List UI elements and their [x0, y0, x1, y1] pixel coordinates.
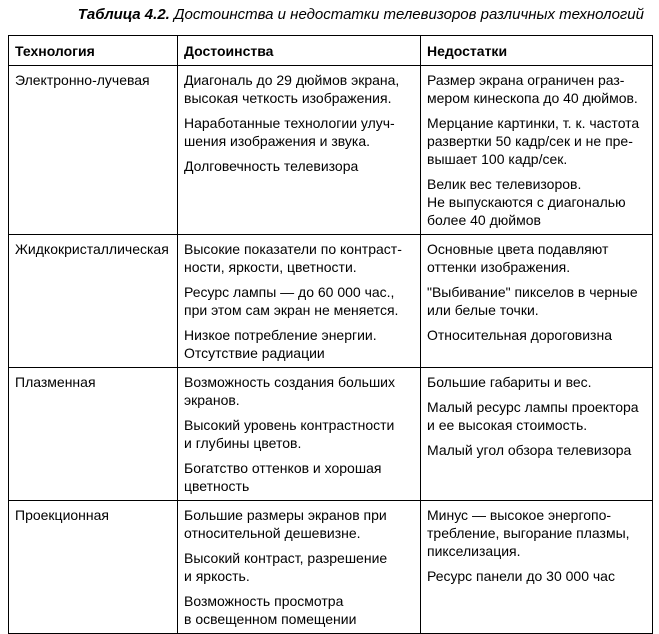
- disadvantages-cell: Большие габариты и вес. Малый ресурс ламп…: [420, 367, 653, 501]
- cell-paragraph: Низкое потребление энергии. Отсутствие р…: [184, 327, 377, 361]
- table-row: Электронно-лучевая Диагональ до 29 дюймов…: [8, 65, 653, 235]
- cell-paragraph: Большие размеры экранов при относительно…: [184, 507, 387, 541]
- cell-paragraph: Высокий уровень контрастности и глубины …: [184, 417, 395, 451]
- technology-cell: Плазменная: [8, 367, 178, 501]
- table-caption-label: Таблица 4.2.: [77, 6, 170, 23]
- cell-paragraph: Диагональ до 29 дюймов экрана, высокая ч…: [184, 72, 400, 106]
- cell-paragraph: Большие габариты и вес.: [427, 374, 592, 390]
- cell-paragraph: Высокий контраст, разрешение и яркость.: [184, 550, 388, 584]
- cell-paragraph: "Выбивание" пикселов в черные или белые …: [427, 284, 638, 318]
- table-row: Проекционная Большие размеры экранов при …: [8, 500, 653, 634]
- cell-paragraph: Малый угол обзора телевизора: [427, 442, 632, 458]
- cell-paragraph: Велик вес телевизоров. Не выпускаются с …: [427, 176, 626, 228]
- cell-paragraph: Размер экрана ограничен раз- мером кинес…: [427, 72, 638, 106]
- tv-technology-comparison-table: Технология Достоинства Недостатки Электр…: [8, 35, 653, 634]
- header-row: Технология Достоинства Недостатки: [8, 35, 653, 66]
- table-caption: Таблица 4.2. Достоинства и недостатки те…: [8, 6, 652, 24]
- cell-paragraph: Наработанные технологии улуч- шения изоб…: [184, 115, 395, 149]
- cell-paragraph: Возможность создания больших экранов.: [184, 374, 396, 408]
- advantages-cell: Высокие показатели по контраст- ности, я…: [177, 234, 421, 368]
- technology-cell: Жидкокристаллическая: [8, 234, 178, 368]
- table-caption-text: Достоинства и недостатки телевизоров раз…: [174, 6, 644, 23]
- header-disadvantages: Недостатки: [420, 35, 653, 66]
- header-technology: Технология: [8, 35, 178, 66]
- technology-cell: Электронно-лучевая: [8, 65, 178, 235]
- header-advantages: Достоинства: [177, 35, 421, 66]
- page: Таблица 4.2. Достоинства и недостатки те…: [8, 6, 653, 634]
- cell-paragraph: Малый ресурс лампы проектора и ее высока…: [427, 399, 639, 433]
- cell-paragraph: Богатство оттенков и хорошая цветность: [184, 460, 382, 494]
- cell-paragraph: Ресурс лампы — до 60 000 час., при этом …: [184, 284, 399, 318]
- cell-paragraph: Относительная дороговизна: [427, 327, 612, 343]
- cell-paragraph: Высокие показатели по контраст- ности, я…: [184, 241, 402, 275]
- disadvantages-cell: Минус — высокое энергопо- требление, выг…: [420, 500, 653, 634]
- disadvantages-cell: Размер экрана ограничен раз- мером кинес…: [420, 65, 653, 235]
- cell-paragraph: Основные цвета подавляют оттенки изображ…: [427, 241, 609, 275]
- table-row: Плазменная Возможность создания больших э…: [8, 367, 653, 501]
- advantages-cell: Возможность создания больших экранов. Выс…: [177, 367, 421, 501]
- cell-paragraph: Долговечность телевизора: [184, 158, 359, 174]
- cell-paragraph: Ресурс панели до 30 000 час: [427, 568, 615, 584]
- disadvantages-cell: Основные цвета подавляют оттенки изображ…: [420, 234, 653, 368]
- advantages-cell: Диагональ до 29 дюймов экрана, высокая ч…: [177, 65, 421, 235]
- cell-paragraph: Возможность просмотра в освещенном помещ…: [184, 593, 357, 627]
- table-row: Жидкокристаллическая Высокие показатели п…: [8, 234, 653, 368]
- technology-cell: Проекционная: [8, 500, 178, 634]
- advantages-cell: Большие размеры экранов при относительно…: [177, 500, 421, 634]
- cell-paragraph: Минус — высокое энергопо- требление, выг…: [427, 507, 630, 559]
- cell-paragraph: Мерцание картинки, т. к. частота разверт…: [427, 115, 640, 167]
